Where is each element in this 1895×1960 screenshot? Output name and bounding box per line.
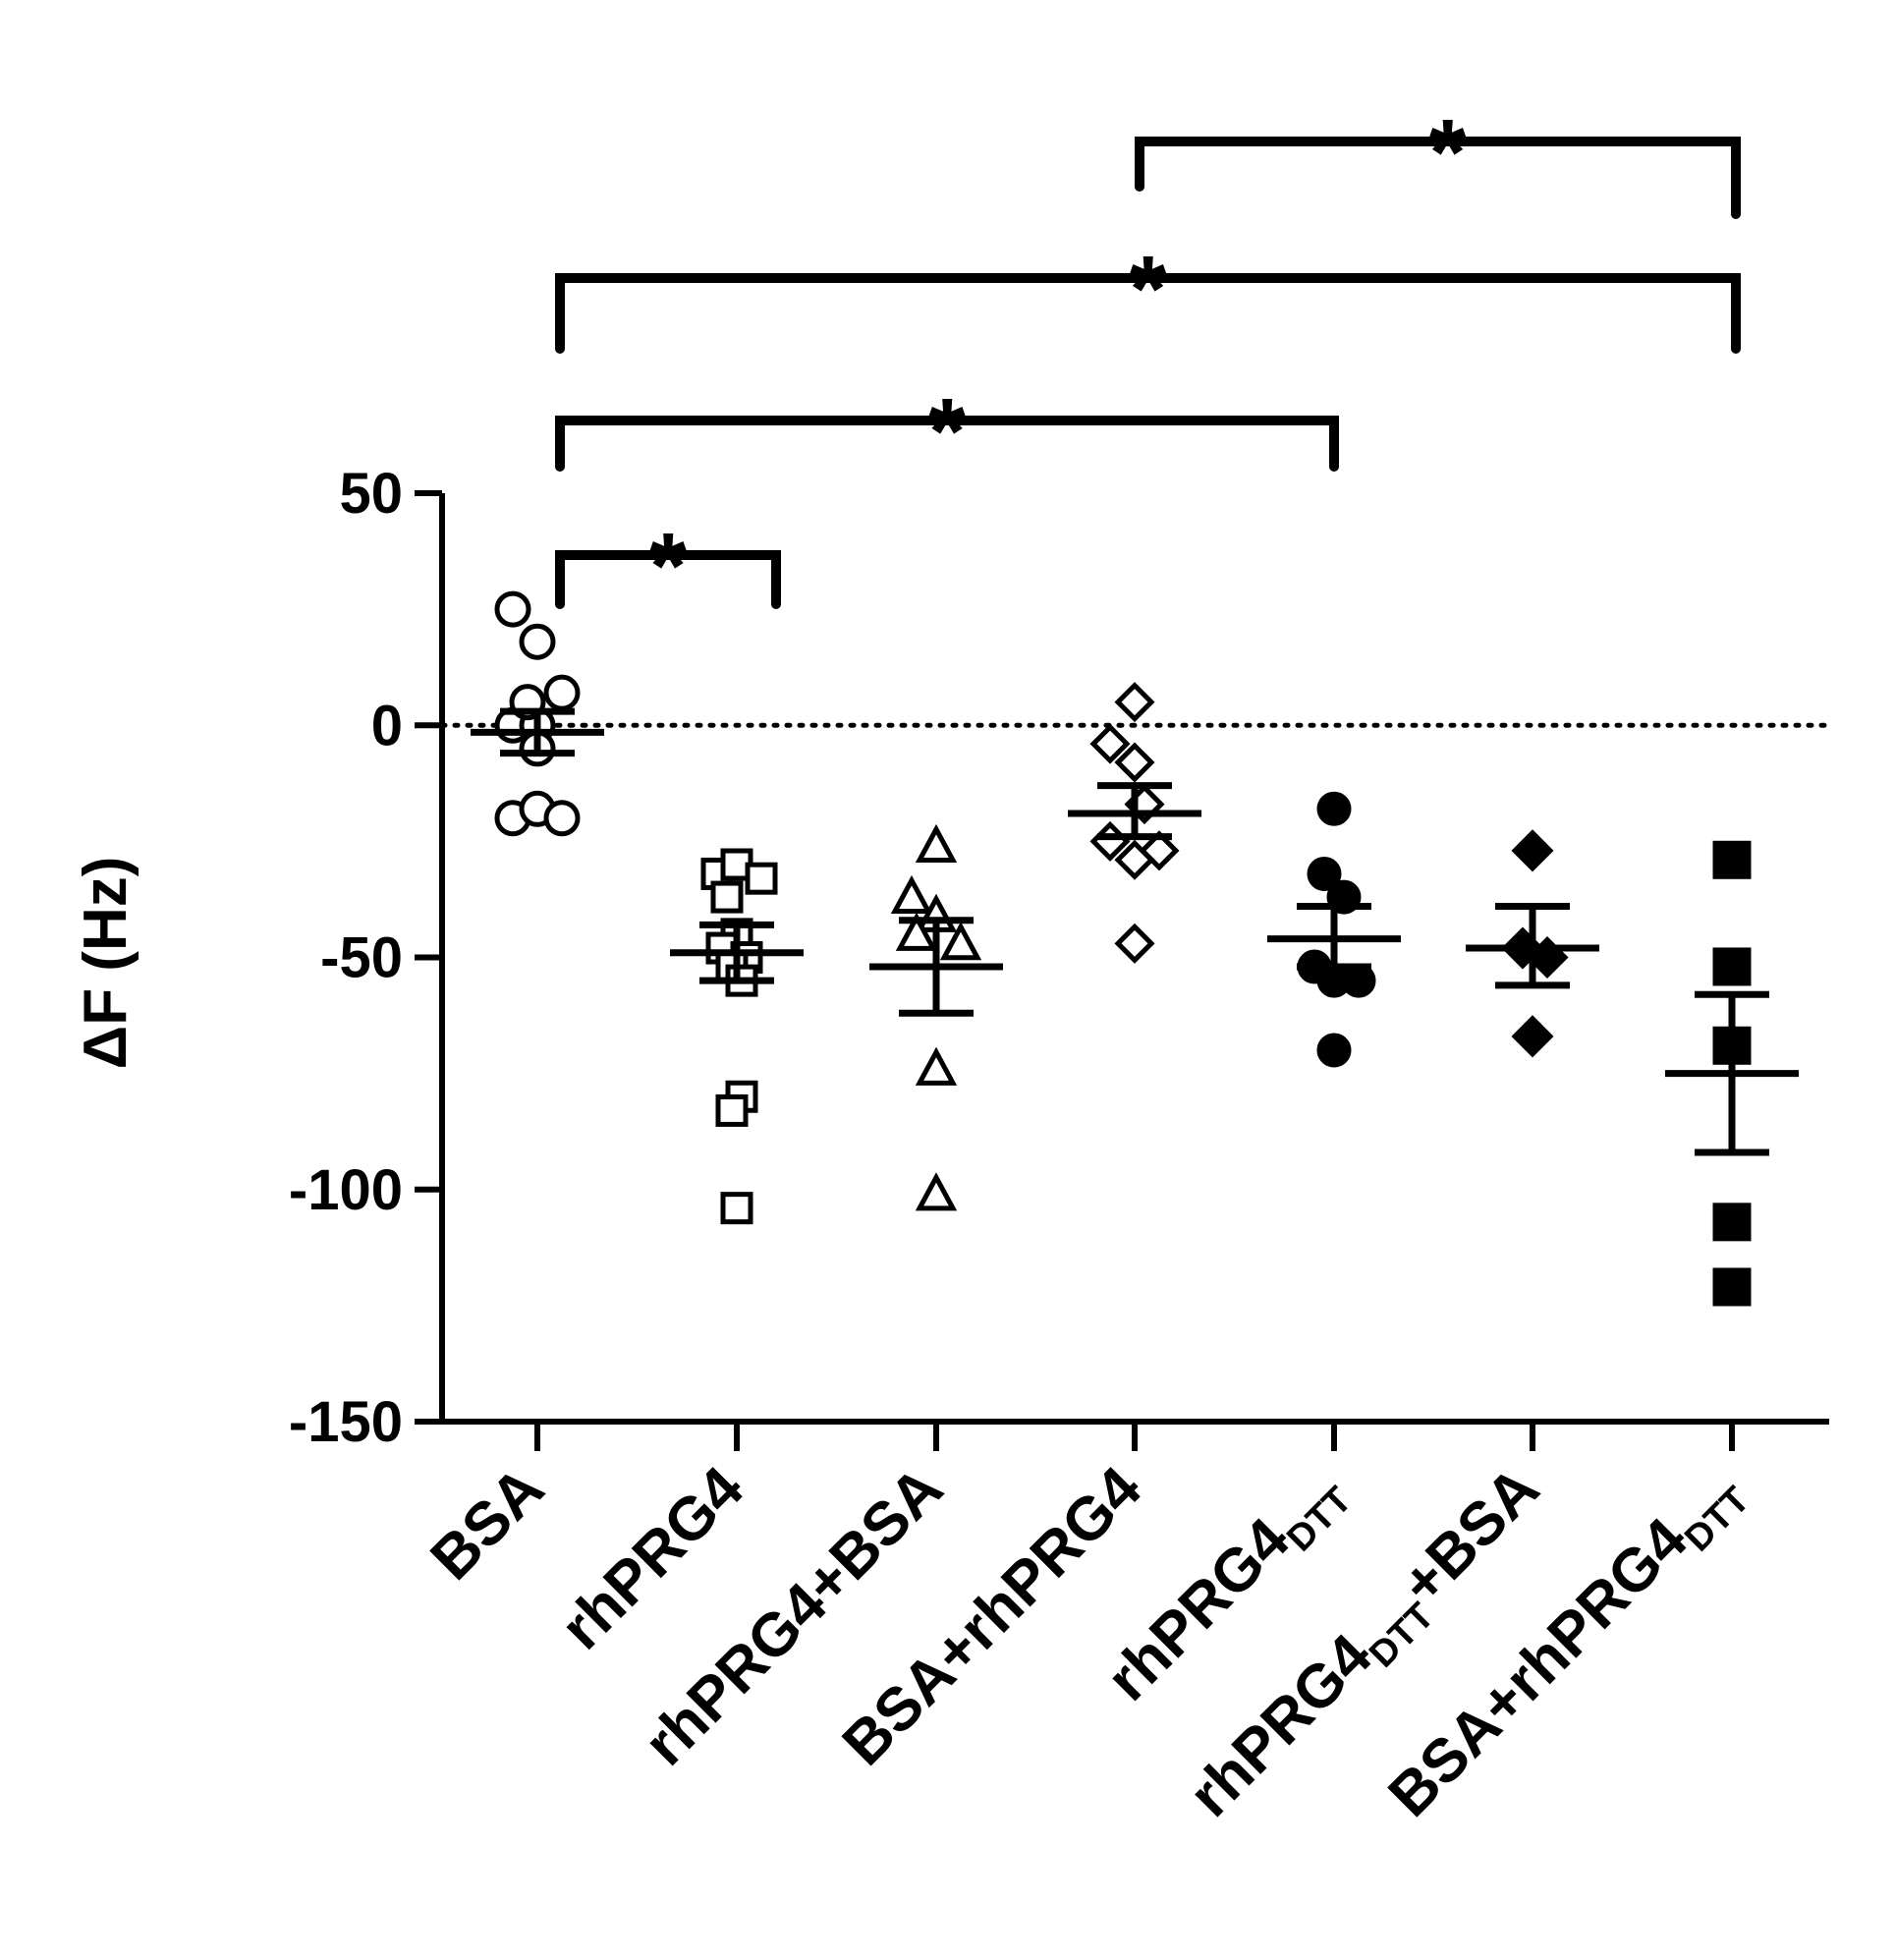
y-tick-label: 0 [371, 694, 403, 757]
x-category-label: BSA+rhPRG4DTT [1375, 1454, 1757, 1836]
significance-star: * [1429, 100, 1467, 205]
data-point-diamond [1114, 923, 1155, 964]
x-category-label: rhPRG4DTT+BSA [1176, 1454, 1558, 1836]
x-category-label: rhPRG4 [548, 1454, 756, 1662]
significance-star: * [928, 379, 966, 484]
data-point-circle [494, 590, 531, 628]
x-category-label: BSA [418, 1454, 557, 1593]
y-axis-title: ΔF (Hz) [72, 857, 139, 1070]
data-point-triangle [890, 874, 933, 915]
data-point-diamond [1114, 682, 1155, 723]
significance-star: * [1130, 237, 1167, 342]
data-point-square [710, 880, 744, 914]
category-main-text: rhPRG4 [1176, 1621, 1384, 1829]
y-tick-label: -50 [320, 926, 403, 990]
data-point-circle [1316, 1033, 1352, 1068]
data-point-triangle [895, 912, 938, 951]
data-point-square [1712, 1203, 1752, 1242]
data-point-diamond [1511, 829, 1554, 872]
data-point-diamond [1114, 839, 1155, 880]
data-point-square [745, 862, 778, 895]
data-point-circle [543, 674, 581, 711]
data-point-circle [1316, 963, 1352, 998]
data-point-triangle [915, 1046, 958, 1086]
data-point-diamond [1114, 742, 1155, 783]
y-tick-label: -150 [289, 1390, 403, 1454]
data-point-diamond [1511, 1015, 1554, 1058]
category-tail-text: +BSA [1388, 1454, 1552, 1618]
data-point-square [1712, 947, 1752, 986]
data-point-triangle [939, 922, 982, 961]
data-point-diamond [1089, 723, 1131, 764]
data-point-square [720, 1192, 753, 1225]
data-point-circle [519, 623, 556, 660]
significance-star: * [649, 514, 687, 619]
significance-bracket [1135, 137, 1741, 219]
data-point-square [1712, 1267, 1752, 1307]
data-point-triangle [915, 1172, 958, 1211]
y-tick-label: 50 [339, 462, 403, 526]
category-main-text: rhPRG4 [548, 1454, 756, 1662]
data-point-triangle [915, 823, 958, 864]
data-point-circle [543, 800, 581, 837]
significance-bracket [555, 273, 1741, 354]
data-point-square [1712, 840, 1752, 879]
category-main-text: rhPRG4 [1094, 1505, 1303, 1713]
significance-bracket [555, 416, 1339, 472]
data-point-square [715, 1093, 749, 1127]
y-tick-label: -100 [289, 1158, 403, 1222]
category-main-text: BSA [418, 1454, 557, 1593]
data-point-circle [1316, 791, 1352, 826]
significance-bracket [555, 550, 781, 609]
data-point-circle [1307, 856, 1342, 891]
